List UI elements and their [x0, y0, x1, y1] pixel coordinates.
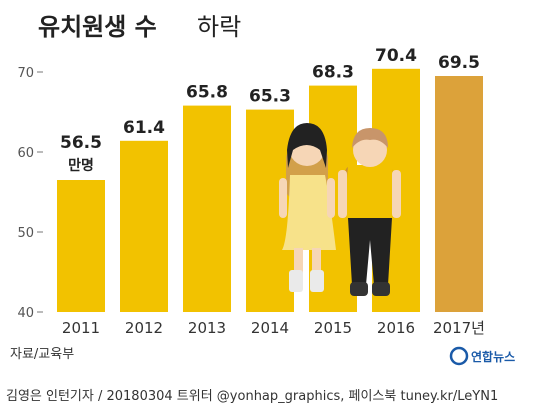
bar-2017년 [435, 76, 483, 312]
category-label: 2015 [314, 319, 352, 337]
value-label: 61.4 [123, 118, 165, 138]
value-label: 65.3 [249, 87, 291, 107]
chart-title: 유치원생 수 [38, 13, 157, 41]
y-tick-label: 40 [17, 306, 34, 321]
value-label: 69.5 [438, 53, 480, 73]
value-label: 70.4 [375, 46, 417, 66]
chart-subtitle: 하락 [197, 13, 241, 41]
value-label: 56.5 [60, 133, 102, 153]
category-label: 2014 [251, 319, 289, 337]
value-label: 65.8 [186, 83, 228, 103]
value-label: 68.3 [312, 63, 354, 83]
credit-text: 김영은 인턴기자 / 20180304 트위터 @yonhap_graphics… [6, 389, 498, 404]
girl-figure [279, 123, 336, 292]
y-tick-label: 50 [17, 226, 34, 241]
brand-logo: 연합뉴스 [449, 346, 515, 366]
brand-text: 연합뉴스 [471, 349, 515, 364]
category-label: 2013 [188, 319, 226, 337]
boy-figure [338, 128, 401, 296]
category-label: 2017년 [433, 319, 485, 337]
category-label: 2016 [377, 319, 415, 337]
bar-2012 [120, 140, 168, 312]
category-label: 2012 [125, 319, 163, 337]
y-tick-label: 70 [17, 66, 34, 81]
bars: 56.5 만명 2011 61.4 2012 65.8 2013 65.3 2014 68.3 20… [57, 46, 485, 337]
children-illustration [279, 123, 401, 296]
unit-label: 만명 [68, 157, 94, 174]
source-text: 자료/교육부 [10, 347, 74, 362]
y-axis: 40 50 60 70 [17, 66, 43, 321]
bar-2011 [57, 180, 105, 312]
bar-2013 [183, 105, 231, 312]
category-label: 2011 [62, 319, 100, 337]
y-tick-label: 60 [17, 146, 34, 161]
